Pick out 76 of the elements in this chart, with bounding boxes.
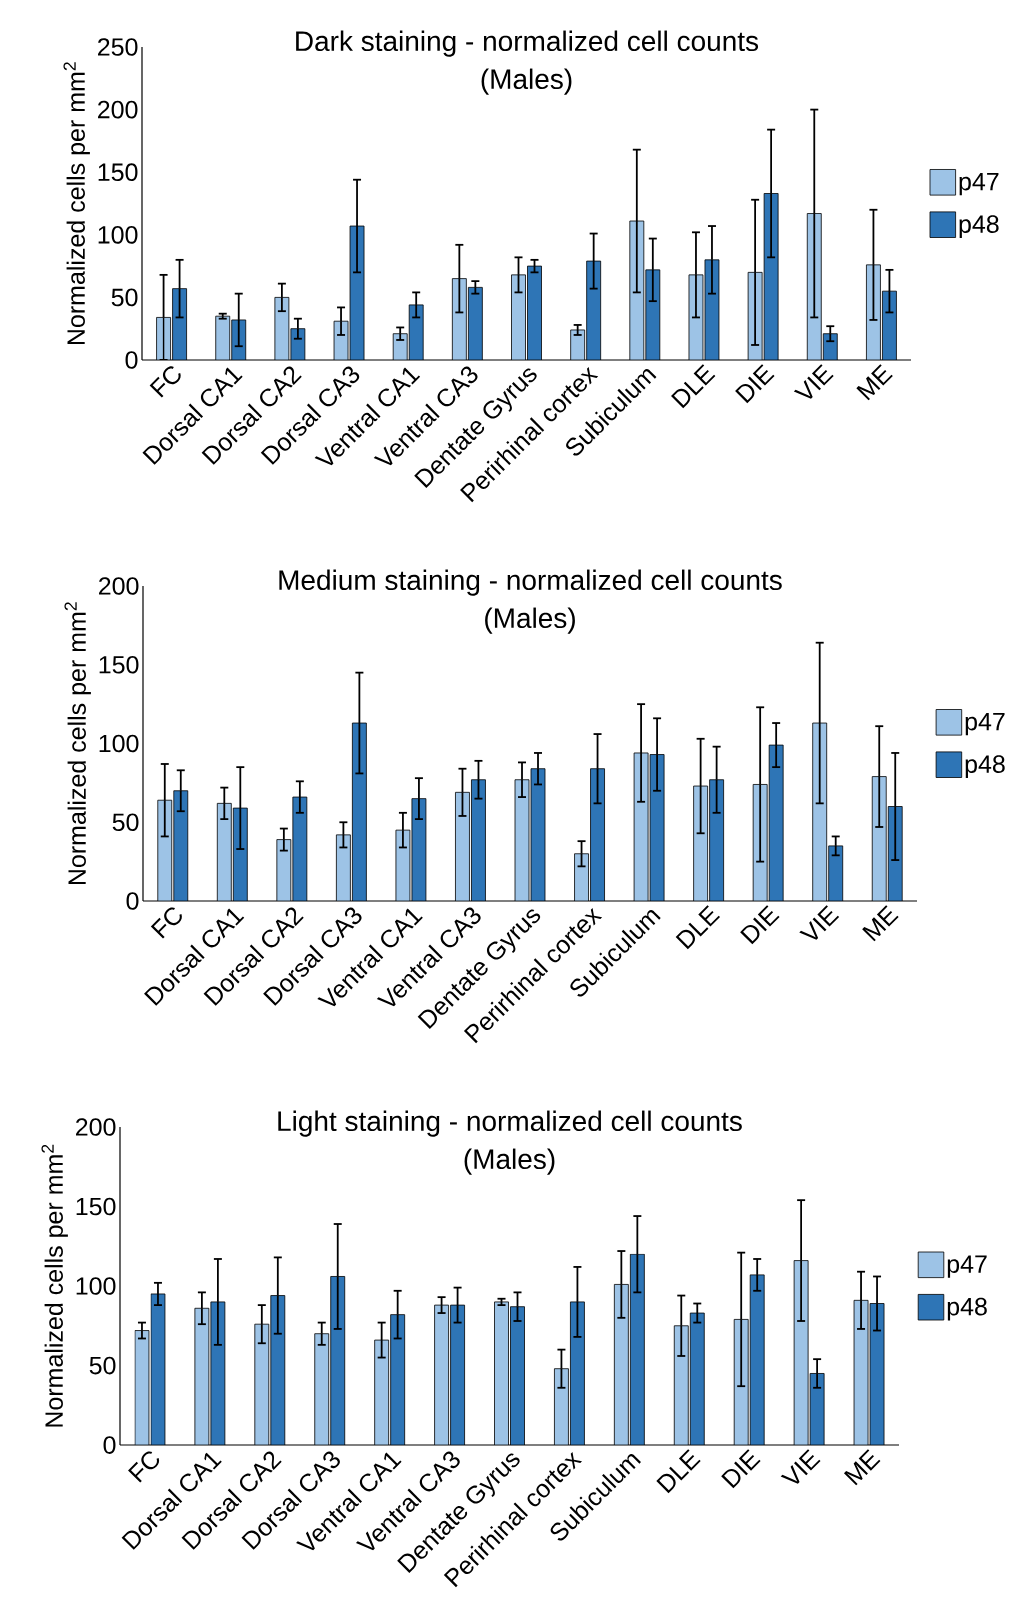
chart-title: Dark staining - normalized cell counts bbox=[296, 30, 759, 57]
x-tick-label: DIE bbox=[740, 905, 780, 945]
text: (Males) bbox=[464, 1148, 555, 1175]
bar bbox=[471, 779, 486, 902]
bar bbox=[570, 1301, 585, 1446]
chart-title: Medium staining - normalized cell counts bbox=[279, 569, 782, 596]
x-tick-label: FC bbox=[128, 1451, 160, 1483]
y-tick-label: 150 bbox=[98, 163, 138, 182]
bar bbox=[292, 797, 307, 902]
bar bbox=[455, 792, 470, 902]
bar bbox=[750, 1274, 765, 1446]
y-tick-label: 50 bbox=[111, 288, 138, 307]
legend-label: p48 bbox=[959, 215, 999, 238]
y-tick-label: 100 bbox=[98, 225, 138, 244]
bar bbox=[853, 1299, 869, 1446]
bar bbox=[173, 790, 188, 902]
y-tick-label: 100 bbox=[99, 734, 139, 753]
y-axis-title: Normalized cells per mm$^{2}$ bbox=[64, 602, 91, 885]
y-axis-title: Normalized cells per mm$^{2}$ bbox=[63, 62, 90, 345]
bar bbox=[390, 1314, 405, 1446]
y-tick-label: 200 bbox=[76, 1118, 116, 1136]
legend-label: p47 bbox=[959, 172, 999, 196]
text: (Males) bbox=[481, 68, 572, 95]
bar bbox=[270, 1295, 285, 1446]
y-tick-label: 200 bbox=[98, 100, 138, 119]
bar bbox=[450, 1305, 465, 1446]
y-axis-title: Normalized cells per mm$^{2}$ bbox=[41, 1144, 68, 1427]
x-tick-label: DIE bbox=[721, 1449, 761, 1489]
bar bbox=[769, 745, 784, 902]
bar bbox=[869, 1303, 885, 1446]
bar bbox=[554, 1368, 569, 1446]
y-tick-label: 0 bbox=[103, 1436, 116, 1454]
bar bbox=[330, 1276, 345, 1446]
y-tick-label: 50 bbox=[89, 1356, 116, 1375]
x-tick-label: FC bbox=[149, 366, 181, 398]
bar bbox=[157, 800, 172, 902]
bar bbox=[434, 1305, 449, 1446]
bar bbox=[276, 839, 291, 902]
bar bbox=[690, 1313, 705, 1446]
bar bbox=[336, 834, 351, 902]
bar bbox=[590, 768, 605, 902]
text: (Males) bbox=[485, 607, 575, 634]
y-tick-label: 250 bbox=[98, 38, 138, 56]
bar bbox=[574, 853, 589, 902]
x-tick-label: VIE bbox=[780, 1449, 821, 1484]
chart-title: Light staining - normalized cell counts bbox=[278, 1110, 742, 1137]
x-tick-label: ME bbox=[843, 1449, 881, 1486]
x-tick-label: ME bbox=[856, 364, 893, 401]
y-tick-label: 200 bbox=[99, 577, 139, 595]
legend-label: p48 bbox=[947, 1297, 987, 1321]
bar bbox=[871, 776, 887, 902]
bar bbox=[254, 1324, 269, 1446]
y-tick-label: 50 bbox=[112, 813, 139, 832]
x-tick-label: FC bbox=[150, 907, 182, 939]
legend-label: p47 bbox=[965, 712, 1005, 736]
x-tick-label: VIE bbox=[793, 364, 834, 399]
y-tick-label: 0 bbox=[126, 892, 139, 910]
y-tick-label: 150 bbox=[76, 1197, 116, 1216]
y-tick-label: 0 bbox=[125, 351, 138, 369]
y-tick-label: 100 bbox=[76, 1277, 116, 1295]
legend-label: p48 bbox=[965, 755, 1005, 778]
bar bbox=[494, 1301, 509, 1446]
bar bbox=[614, 1284, 629, 1446]
bar bbox=[314, 1333, 329, 1446]
bar bbox=[674, 1325, 689, 1446]
x-tick-label: ME bbox=[862, 905, 899, 942]
legend-label: p47 bbox=[947, 1255, 987, 1278]
x-tick-label: DIE bbox=[735, 364, 775, 404]
x-tick-label: VIE bbox=[799, 905, 840, 940]
bar bbox=[510, 1306, 525, 1446]
bar bbox=[374, 1340, 389, 1446]
bar bbox=[709, 779, 724, 902]
y-tick-label: 150 bbox=[99, 655, 139, 674]
bar bbox=[352, 723, 367, 902]
bar bbox=[630, 1254, 645, 1446]
bar bbox=[217, 803, 232, 902]
